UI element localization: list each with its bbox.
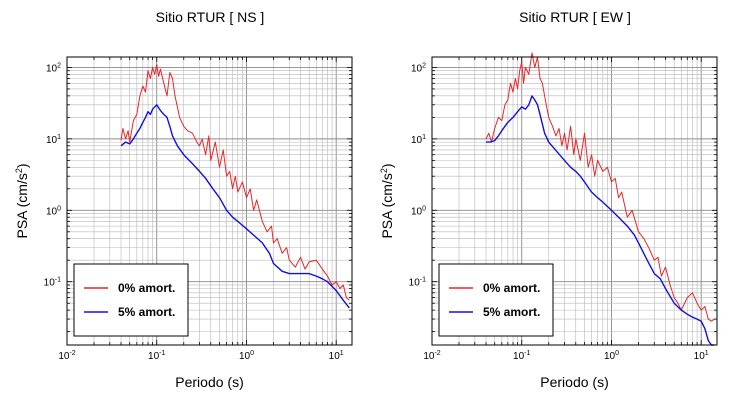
x-axis-label: Periodo (s) [540, 374, 608, 390]
legend-box [73, 263, 189, 337]
legend-label: 5% amort. [118, 305, 175, 319]
x-tick-label: 100 [604, 350, 619, 362]
x-tick-label: 10-2 [423, 350, 440, 362]
y-axis-label: PSA (cm/s2) [379, 163, 395, 238]
legend: 0% amort. 5% amort. [438, 263, 554, 337]
y-tick-label: 100 [46, 205, 61, 217]
chart-title: Sitio RTUR [ NS ] [156, 9, 265, 25]
y-tick-label: 101 [46, 134, 61, 146]
tick-marks [431, 57, 717, 345]
tick-marks [66, 57, 352, 345]
y-tick-label: 10-1 [409, 277, 426, 289]
series-line-blue [486, 95, 715, 346]
legend: 0% amort. 5% amort. [73, 263, 189, 337]
legend-box [438, 263, 554, 337]
chart-panel-ew: Sitio RTUR [ EW ] 10-2 10-1 100 101 10-1 100 10… [379, 9, 718, 390]
plot-frame [66, 56, 353, 346]
series-line-red [485, 52, 715, 322]
y-tick-label: 102 [46, 62, 61, 74]
grid [66, 57, 352, 345]
x-tick-label: 100 [239, 350, 254, 362]
chart-title: Sitio RTUR [ EW ] [519, 9, 631, 25]
plot-frame [431, 56, 718, 346]
x-tick-label: 10-1 [148, 350, 165, 362]
series-line-red [120, 64, 350, 301]
legend-label: 0% amort. [118, 281, 175, 295]
y-tick-label: 102 [411, 62, 426, 74]
chart-panel-ns: Sitio RTUR [ NS ] 10-2 10-1 100 101 10-1 100 10… [14, 9, 353, 390]
legend-label: 0% amort. [483, 281, 540, 295]
x-tick-label: 10-1 [513, 350, 530, 362]
y-tick-label: 100 [411, 205, 426, 217]
y-tick-label: 10-1 [44, 277, 61, 289]
y-tick-label: 101 [411, 134, 426, 146]
x-tick-label: 101 [329, 350, 344, 362]
x-tick-label: 101 [694, 350, 709, 362]
legend-label: 5% amort. [483, 305, 540, 319]
x-axis-label: Periodo (s) [175, 374, 243, 390]
x-tick-label: 10-2 [58, 350, 75, 362]
series-line-blue [120, 104, 350, 309]
y-axis-label: PSA (cm/s2) [14, 163, 30, 238]
